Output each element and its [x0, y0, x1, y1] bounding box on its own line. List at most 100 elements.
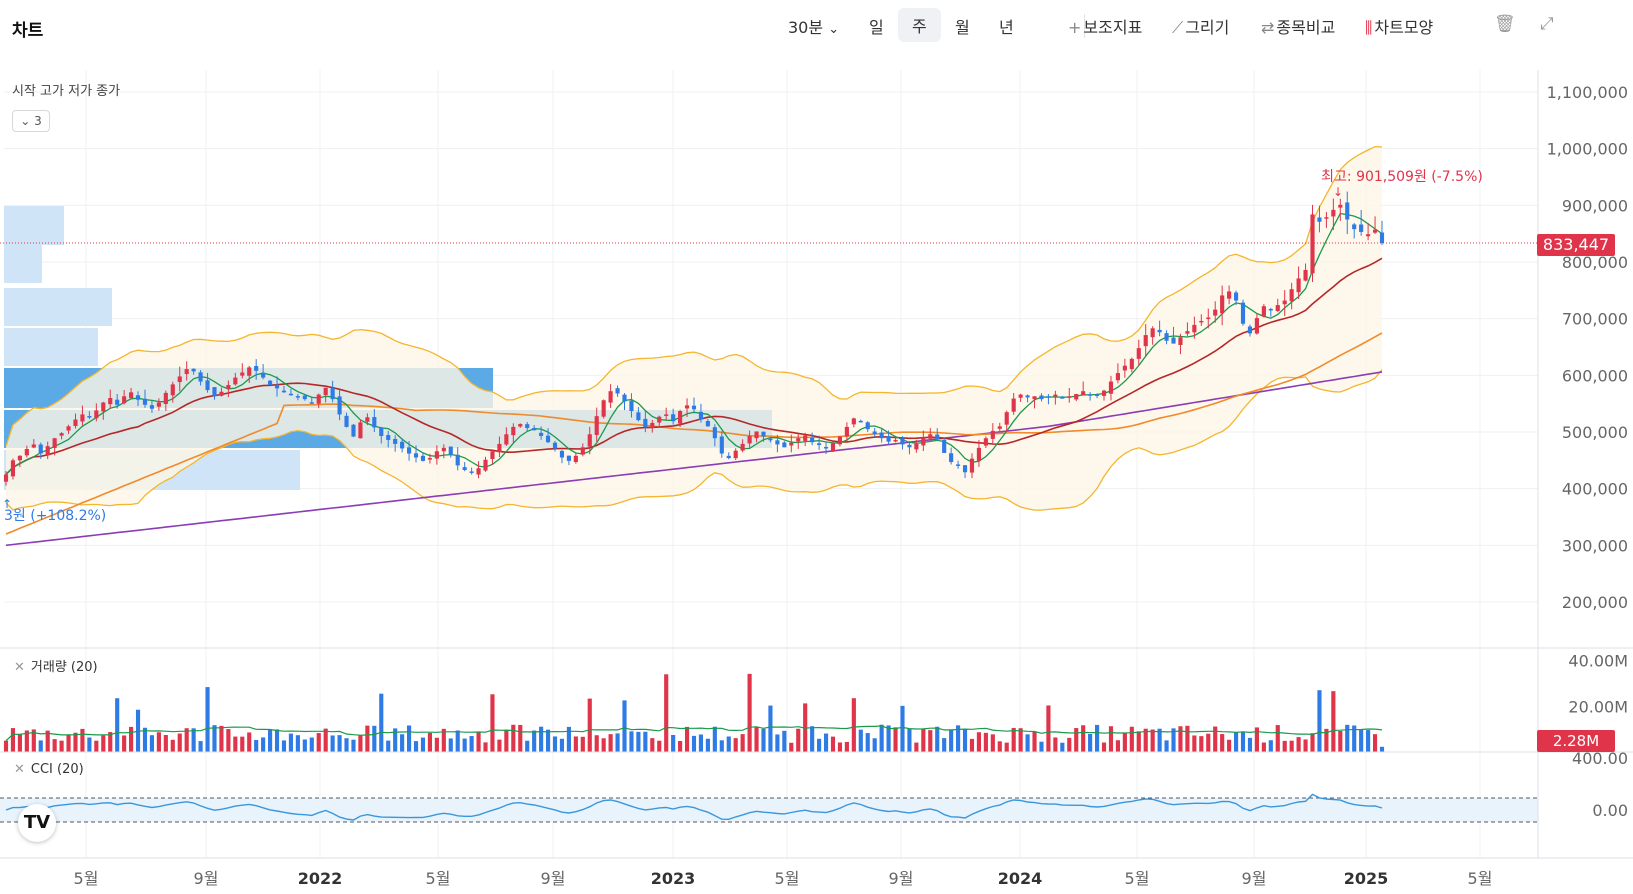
volume-bar [17, 734, 22, 752]
candle-body [983, 438, 988, 446]
volume-bar [1039, 741, 1044, 752]
y-tick-label: 1,000,000 [1547, 140, 1628, 159]
candle-body [900, 438, 905, 445]
cci-panel-label: ✕ CCI (20) [14, 762, 84, 777]
volume-bar [302, 739, 307, 752]
volume-bar [1157, 728, 1162, 752]
candle-body [803, 435, 808, 441]
volume-bar [316, 733, 321, 752]
volume-bar [768, 705, 773, 752]
volume-bar [483, 742, 488, 752]
candle-body [844, 426, 849, 437]
volume-bar [379, 693, 384, 752]
top-toolbar: 차트 30분 ⌄ 일 주 월 년 + 보조지표 ⟋ 그리기 ⇄ 종목비교 ⫼ 차트모양 … [0, 0, 1633, 54]
candle-body [1171, 337, 1176, 344]
volume-bar [643, 731, 648, 752]
candle-body [691, 405, 697, 410]
close-icon[interactable]: ✕ [14, 660, 25, 675]
indicators-button[interactable]: + 보조지표 [1068, 14, 1142, 38]
chart-style-button[interactable]: ⫼ 차트모양 [1365, 14, 1433, 38]
volume-bar [796, 728, 801, 752]
volume-bar [1053, 737, 1058, 752]
volume-bar [997, 741, 1002, 752]
candle-body [455, 454, 460, 466]
candle-body [1136, 348, 1141, 359]
candle-body [483, 459, 488, 471]
x-tick-label: 9월 [1242, 869, 1267, 888]
volume-bar [962, 729, 968, 752]
volume-bar [254, 740, 259, 752]
ma60-line [5, 332, 1383, 535]
period-tab-month[interactable]: 월 [955, 18, 970, 37]
candle-body [497, 443, 502, 453]
legend-collapse-button[interactable]: ⌄ 3 [12, 110, 50, 132]
candle-body [101, 402, 106, 412]
bollinger-band [5, 145, 1383, 511]
y-tick-label: 700,000 [1562, 310, 1628, 329]
candle-body [295, 396, 300, 398]
candle-body [274, 384, 280, 389]
candle-body [726, 455, 731, 459]
candle-body [226, 384, 231, 389]
interval-dropdown[interactable]: 30분 ⌄ [788, 14, 839, 38]
expand-icon[interactable]: ⤢ [1540, 14, 1554, 34]
volume-bar [281, 740, 287, 752]
candle-body [1275, 305, 1280, 311]
candle-body [108, 398, 113, 405]
candle-body [1185, 331, 1190, 334]
volume-bar [365, 725, 370, 752]
y-tick-label: 900,000 [1562, 196, 1628, 215]
volume-bar [511, 724, 516, 752]
candle-body [705, 421, 710, 427]
volume-bar [886, 725, 891, 752]
candle-body [851, 418, 856, 425]
candle-body [886, 436, 891, 442]
volume-bar [323, 728, 328, 752]
candle-body [441, 447, 446, 452]
compare-button[interactable]: ⇄ 종목비교 [1261, 14, 1335, 38]
volume-bar [400, 734, 405, 752]
candle-body [1164, 333, 1169, 341]
period-tab-year[interactable]: 년 [999, 18, 1014, 37]
volume-bar [636, 731, 641, 752]
candle-body [664, 414, 669, 416]
toolbar-divider [1084, 14, 1085, 38]
candle-body [149, 405, 155, 409]
candle-body [1150, 328, 1155, 338]
volume-bar [1150, 729, 1155, 752]
candle-body [448, 446, 453, 455]
candle-body [907, 444, 912, 448]
candle-body [740, 443, 745, 451]
volume-bar [240, 736, 245, 752]
candle-body [1247, 326, 1253, 334]
candle-body [1004, 412, 1009, 425]
volume-bar [691, 735, 697, 752]
volume-bar [288, 733, 294, 752]
candle-body [1143, 335, 1148, 347]
y-tick-label: 800,000 [1562, 253, 1628, 272]
volume-bar [233, 736, 238, 752]
candle-body [38, 444, 43, 454]
candlestick-series [3, 191, 1385, 486]
volume-bar [295, 735, 300, 752]
drawing-button[interactable]: ⟋ 그리기 [1172, 14, 1229, 38]
volume-bar [657, 740, 662, 752]
volume-bar [629, 731, 634, 752]
candle-body [830, 443, 836, 452]
close-icon[interactable]: ✕ [14, 762, 25, 777]
volume-panel-label: ✕ 거래량 (20) [14, 656, 98, 675]
candle-body [969, 458, 975, 473]
volume-bar [219, 725, 224, 752]
volume-bar [490, 694, 495, 752]
price-markers: 최고: 901,509원 (-7.5%)↓ 3원 (+108.2%)↑ [0, 169, 1538, 524]
volume-bar [615, 733, 620, 752]
period-tab-day[interactable]: 일 [869, 18, 884, 37]
candle-body [1101, 390, 1107, 396]
candle-body [622, 394, 627, 402]
candle-body [17, 455, 22, 461]
candle-body [1046, 396, 1051, 398]
candle-body [1254, 318, 1259, 334]
trash-icon[interactable]: 🗑 [1494, 14, 1516, 34]
period-tab-week[interactable]: 주 [898, 8, 941, 42]
